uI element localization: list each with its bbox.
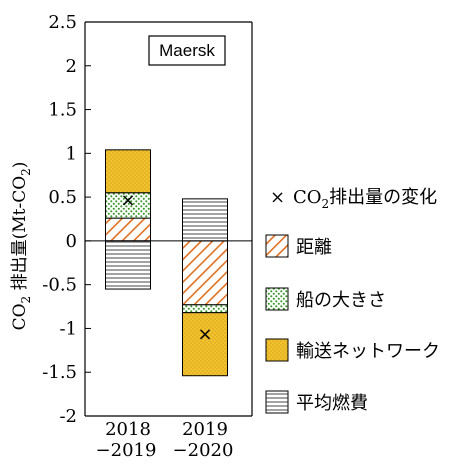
legend-label-network: 輸送ネットワーク [296, 341, 440, 362]
net-change-marker: × [197, 324, 212, 345]
chart-title: Maersk [159, 41, 215, 60]
y-tick-label: 2 [66, 56, 77, 77]
legend-swatch-network [265, 338, 289, 362]
x-tick-label-line2: −2020 [173, 440, 234, 461]
y-tick-label: -2 [59, 406, 77, 427]
legend-net-post: 排出量の変化 [329, 187, 437, 208]
y-tick-label: -1 [59, 318, 77, 339]
legend: × CO2排出量の変化 距離 船の大きさ 輸送ネットワーク 平均燃費 [265, 187, 440, 414]
title-box [148, 35, 226, 66]
legend-marker-x: × [270, 187, 285, 208]
bars [105, 149, 228, 377]
bar-segment [182, 312, 228, 377]
y-tick-label: 0.5 [48, 187, 77, 208]
legend-swatch-distance [265, 234, 289, 258]
bar-segment [105, 240, 151, 290]
bar-segment [182, 240, 228, 306]
bar-segment [105, 217, 151, 242]
legend-label-fuel-efficiency: 平均燃費 [296, 393, 368, 414]
net-change-markers: ×× [120, 190, 212, 345]
bar-segment [182, 198, 228, 242]
legend-label-distance: 距離 [296, 237, 332, 258]
x-tick-label-line1: 2018 [105, 419, 151, 440]
x-tick-labels: 2018−2019 2019−2020 [96, 419, 234, 461]
legend-net-co: CO [293, 187, 322, 208]
legend-item-net-change: CO2排出量の変化 [293, 187, 437, 211]
y-tick-label: 1 [66, 143, 77, 164]
x-tick-label-line1: 2019 [182, 419, 228, 440]
axes [84, 21, 253, 417]
bar-segment [105, 192, 151, 219]
x-tick-label-line2: −2019 [96, 440, 157, 461]
y-tick-label: 2.5 [48, 12, 77, 33]
y-ticks: 2.5 2 1.5 1 0.5 0 -0.5 -1 -1.5 -2 [42, 12, 91, 427]
y-axis-label-unit-sub: 2 [19, 168, 33, 176]
y-axis-label: CO2 排出量(Mt-CO2) [10, 162, 33, 331]
y-axis-label-co: CO [10, 303, 30, 330]
legend-swatch-fuel-efficiency [265, 390, 289, 414]
legend-net-sub: 2 [322, 197, 330, 211]
bar-segment [182, 304, 228, 314]
legend-label-ship-size: 船の大きさ [296, 290, 386, 311]
y-tick-label: -0.5 [42, 275, 77, 296]
y-tick-label: 1.5 [48, 100, 77, 121]
y-tick-label: -1.5 [42, 362, 77, 383]
y-axis-label-sub: 2 [19, 296, 33, 304]
legend-swatch-ship-size [265, 287, 289, 311]
bar-segment [105, 149, 151, 194]
y-tick-label: 0 [66, 231, 77, 252]
y-axis-label-rest: 排出量(Mt-CO [10, 176, 30, 296]
net-change-marker: × [120, 190, 135, 211]
y-axis-label-end: ) [10, 162, 30, 169]
